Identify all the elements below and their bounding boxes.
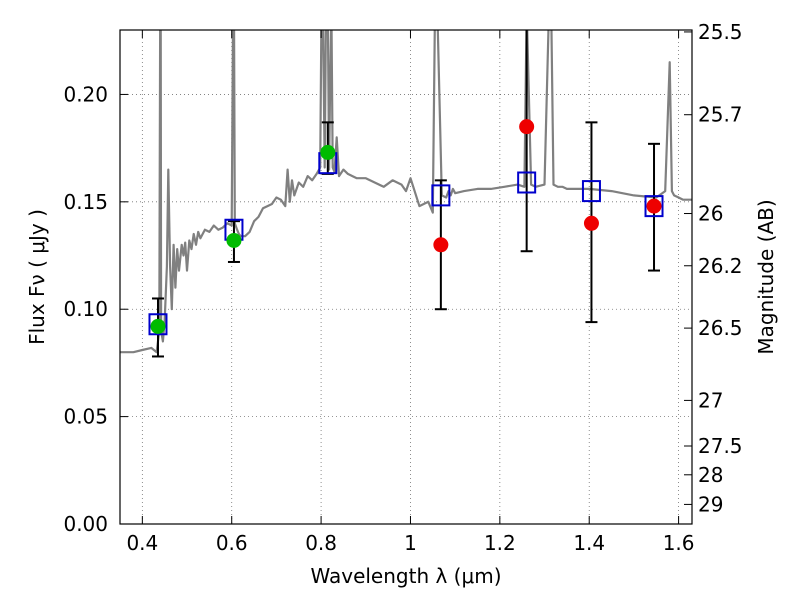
mag-tick-label: 26.5 bbox=[698, 316, 743, 340]
x-axis-title: Wavelength λ (μm) bbox=[310, 564, 501, 588]
x-tick-label: 1.6 bbox=[663, 531, 695, 555]
mag-tick-label: 28 bbox=[698, 463, 723, 487]
model-photometry-marker bbox=[644, 195, 664, 218]
mag-tick-label: 27.5 bbox=[698, 434, 743, 458]
y-tick-label: 0.15 bbox=[63, 190, 108, 214]
mag-tick-label: 26 bbox=[698, 202, 723, 226]
x-tick-label: 1.2 bbox=[484, 531, 516, 555]
model-photometry-marker bbox=[431, 184, 451, 207]
model-photometry-marker bbox=[148, 313, 168, 336]
x-tick-label: 0.4 bbox=[126, 531, 158, 555]
x-tick-label: 0.8 bbox=[305, 531, 337, 555]
mag-tick-label: 27 bbox=[698, 388, 723, 412]
optical-detection-point bbox=[226, 232, 242, 248]
nir-detection-point bbox=[646, 198, 662, 214]
y-tick-label: 0.05 bbox=[63, 405, 108, 429]
y-tick-label: 0.20 bbox=[63, 82, 108, 106]
model-spectrum-line bbox=[120, 30, 692, 354]
grid bbox=[120, 30, 692, 524]
x-tick-label: 1 bbox=[404, 531, 417, 555]
mag-tick-label: 25.7 bbox=[698, 103, 743, 127]
x-tick-label: 1.4 bbox=[573, 531, 605, 555]
axes-ticks: 0.4 0.6 0.8 1 1.2 1.4 1.6 0.00 0.05 0.10 0.15 0.20 2… bbox=[63, 20, 742, 555]
mag-tick-label: 25.5 bbox=[698, 20, 743, 44]
mag-tick-label: 29 bbox=[698, 492, 723, 516]
y-tick-label: 0.10 bbox=[63, 297, 108, 321]
mag-tick-label: 26.2 bbox=[698, 254, 743, 278]
x-tick-label: 0.6 bbox=[216, 531, 248, 555]
plot-area bbox=[120, 30, 692, 358]
nir-detection-point bbox=[519, 119, 535, 135]
model-photometry-marker bbox=[517, 171, 537, 194]
plot-frame bbox=[119, 29, 693, 525]
nir-detection-point bbox=[433, 237, 449, 253]
optical-detection-point bbox=[150, 318, 166, 334]
model-photometry-marker bbox=[581, 180, 601, 203]
nir-detection-point bbox=[583, 215, 599, 231]
y2-axis-title: Magnitude (AB) bbox=[754, 199, 778, 354]
y-tick-label: 0.00 bbox=[63, 512, 108, 536]
optical-detection-point bbox=[320, 144, 336, 160]
y-axis-title: Flux Fν ( μJy ) bbox=[25, 209, 49, 345]
